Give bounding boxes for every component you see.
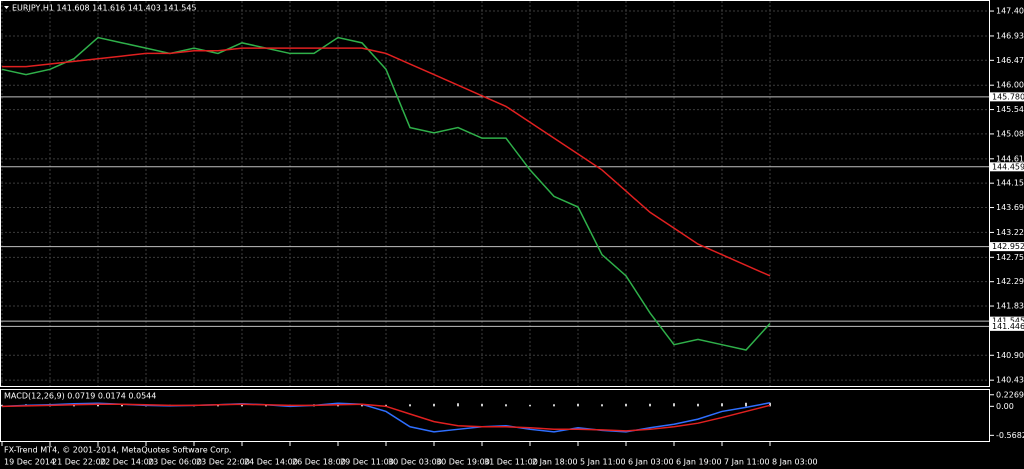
- footer: FX-Trend MT4, © 2001-2014, MetaQuotes So…: [4, 446, 232, 455]
- level-label: 142.952: [992, 242, 1024, 251]
- macd-title: MACD(12,26,9) 0.0719 0.0174 0.0544: [4, 392, 156, 401]
- x-tick-label: 30 Dec 03:00: [388, 458, 442, 467]
- x-tick-label: 8 Jan 03:00: [772, 458, 818, 467]
- level-tag: [990, 321, 1024, 331]
- histogram-bar: [577, 403, 579, 407]
- x-tick-label: 6 Jan 19:00: [676, 458, 722, 467]
- x-tick-label: 31 Dec 11:00: [484, 458, 538, 467]
- level-tag: [990, 92, 1024, 102]
- y-tick-label: 146.930: [996, 31, 1024, 40]
- histogram-bar: [601, 404, 603, 407]
- histogram-bar: [673, 403, 675, 407]
- level-label: 144.459: [992, 162, 1024, 171]
- x-tick-label: 26 Dec 18:00: [292, 458, 346, 467]
- histogram-bar: [457, 403, 459, 407]
- y-tick-label: 145.080: [996, 129, 1024, 138]
- level-label: 141.446: [992, 322, 1024, 331]
- histogram-bar: [241, 403, 243, 407]
- level-tag: [990, 316, 1024, 326]
- y-tick-label: 146.000: [996, 81, 1024, 90]
- y-tick-label: 141.830: [996, 302, 1024, 311]
- level-label: 145.780: [992, 92, 1024, 101]
- y-tick-label: 140.430: [996, 376, 1024, 385]
- x-tick-label: 6 Jan 03:00: [628, 458, 674, 467]
- histogram-bar: [697, 403, 699, 407]
- y-tick-label: 142.290: [996, 277, 1024, 286]
- y-tick-label: 144.610: [996, 154, 1024, 163]
- y-tick-label: 0.00: [996, 402, 1014, 411]
- histogram-bar: [769, 402, 771, 407]
- histogram-bar: [745, 402, 747, 407]
- series-line: [1, 402, 771, 433]
- x-tick-label: 24 Dec 14:00: [244, 458, 298, 467]
- series-line: [1, 36, 771, 351]
- y-tick-label: 142.750: [996, 253, 1024, 262]
- y-tick-label: 145.540: [996, 105, 1024, 114]
- x-tick-label: 23 Dec 06:00: [148, 458, 202, 467]
- x-tick-label: 19 Dec 2014: [4, 458, 55, 467]
- histogram-bar: [433, 403, 435, 407]
- histogram-bar: [409, 404, 411, 407]
- histogram-bar: [481, 403, 483, 407]
- histogram-bar: [1, 404, 3, 407]
- series-line: [1, 403, 771, 432]
- x-tick-label: 29 Dec 11:00: [340, 458, 394, 467]
- level-tag: [990, 162, 1024, 172]
- macd-panel-border: [0, 389, 990, 442]
- histogram-bar: [553, 404, 555, 407]
- x-tick-label: 23 Dec 22:00: [196, 458, 250, 467]
- level-label: 141.545: [992, 317, 1024, 326]
- y-tick-label: 146.470: [996, 56, 1024, 65]
- y-tick-label: 144.150: [996, 179, 1024, 188]
- histogram-bar: [625, 403, 627, 407]
- histogram-bar: [649, 403, 651, 407]
- series-line: [2, 47, 771, 277]
- y-tick-label: 140.900: [996, 351, 1024, 360]
- histogram-bar: [121, 403, 123, 407]
- x-tick-label: 2 Jan 18:00: [532, 458, 578, 467]
- x-tick-label: 5 Jan 11:00: [580, 458, 626, 467]
- chart-title: EURJPY,H1 141.608 141.616 141.403 141.54…: [12, 4, 197, 13]
- histogram-bar: [505, 404, 507, 407]
- y-tick-label: 143.690: [996, 203, 1024, 212]
- histogram-bar: [529, 404, 531, 407]
- y-tick-label: 143.220: [996, 228, 1024, 237]
- level-tag: [990, 242, 1024, 252]
- y-tick-label: 0.2269: [996, 390, 1024, 399]
- histogram-bar: [721, 403, 723, 407]
- main-panel-border: [0, 0, 990, 387]
- histogram-bar: [385, 404, 387, 407]
- x-tick-label: 7 Jan 11:00: [724, 458, 770, 467]
- x-tick-label: 21 Dec 22:00: [52, 458, 106, 467]
- menu-arrow: [4, 6, 9, 9]
- y-tick-label: 147.400: [996, 7, 1024, 16]
- x-tick-label: 30 Dec 19:00: [436, 458, 490, 467]
- y-tick-label: -0.5682: [996, 431, 1024, 440]
- x-tick-label: 22 Dec 14:00: [100, 458, 154, 467]
